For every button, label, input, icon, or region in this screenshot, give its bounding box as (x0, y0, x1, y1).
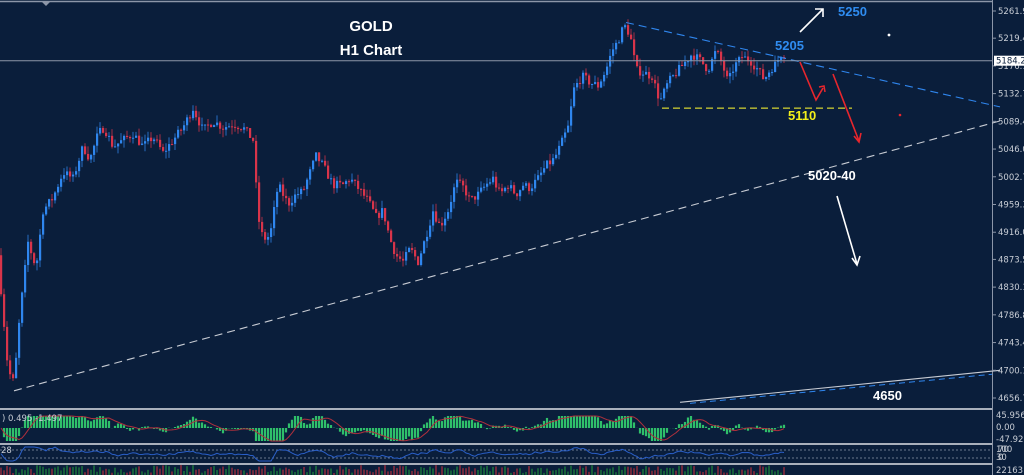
price-tick-label: 4700.10 (998, 366, 1024, 376)
chart-subtitle: H1 Chart (340, 42, 403, 59)
arrow-down-bounce-icon (799, 61, 826, 102)
oscillator-tick-label: 0.00 (996, 423, 1015, 433)
trendline-long-term-support[interactable] (679, 369, 1001, 403)
label-target-up: 5250 (838, 4, 867, 19)
label-support: 5110 (788, 108, 816, 123)
trendline-long-term-blue[interactable] (689, 373, 993, 404)
price-tick-label: 4656.75 (998, 394, 1024, 404)
trendlines (13, 21, 1001, 404)
oscillator-panel (0, 415, 786, 442)
price-tick-label: 5261.95 (998, 7, 1024, 17)
trendline-descending-resistance[interactable] (625, 21, 1001, 108)
rsi-tick-label: 70 (998, 445, 1009, 455)
label-target-down: 4650 (873, 388, 902, 403)
oscillator-tick-label: -47.926 (996, 435, 1024, 445)
label-resistance: 5205 (775, 38, 804, 53)
price-tick-label: 4873.50 (998, 255, 1024, 265)
price-tick-label: 4959.35 (998, 201, 1024, 211)
volume-panel (0, 465, 785, 475)
volume-axis: 22163 (996, 466, 1023, 475)
price-axis[interactable]: 5261.95 5219.45 5176.10 5132.75 5089.40 5046.… (992, 7, 1024, 404)
price-tick-label: 4916.00 (998, 228, 1024, 238)
marker-dot-red (898, 113, 902, 117)
price-tick-label: 4786.80 (998, 311, 1024, 321)
price-tick-label: 5219.45 (998, 34, 1024, 44)
oscillator-tick-label: 45.956 (996, 411, 1024, 421)
price-tick-label: 5002.70 (998, 173, 1024, 183)
arrow-down-red-icon (832, 73, 862, 144)
price-tick-label: 4743.45 (998, 339, 1024, 349)
arrow-down-white-icon (836, 195, 861, 267)
svg-text:5184.23: 5184.23 (996, 57, 1024, 67)
rsi-tick-label: 100 (996, 445, 1012, 455)
price-tick-label: 5176.10 (998, 62, 1024, 72)
current-price-tag: 5184.23 (994, 55, 1024, 67)
rsi-label: 28 (1, 446, 12, 456)
price-tick-label: 5089.40 (998, 117, 1024, 127)
rsi-tick-label: 0 (998, 453, 1003, 463)
label-target-zone: 5020-40 (808, 168, 856, 183)
oscillator-label: ) 0.495 -1.497 (2, 414, 62, 424)
candlestick-series (0, 19, 786, 382)
marker-dot (887, 33, 891, 37)
oscillator-axis: 45.956 0.00 -47.926 (996, 411, 1024, 445)
arrow-up-icon (799, 8, 824, 33)
price-tick-label: 5132.75 (998, 90, 1024, 100)
volume-tick-label: 22163 (996, 466, 1023, 475)
trendline-ascending-support[interactable] (13, 120, 1001, 392)
chart-shift-marker (42, 2, 50, 6)
price-tick-label: 5046.05 (998, 145, 1024, 155)
rsi-tick-label: 30 (996, 453, 1007, 463)
chart-title: GOLD (349, 18, 392, 35)
rsi-panel (0, 446, 992, 462)
price-tick-label: 4830.15 (998, 283, 1024, 293)
